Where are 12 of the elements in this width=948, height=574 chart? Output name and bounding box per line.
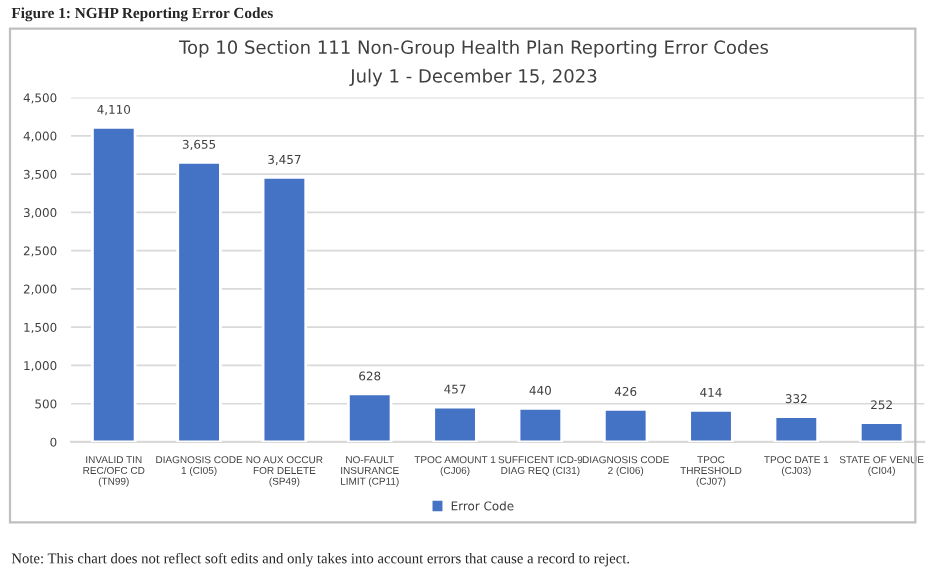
bar <box>91 126 137 442</box>
chart-title: Top 10 Section 111 Non-Group Health Plan Reporting Error Codes <box>179 40 769 58</box>
bar <box>176 160 222 442</box>
bar <box>432 405 478 442</box>
bar <box>347 392 393 442</box>
bar <box>688 408 734 442</box>
bar <box>858 421 905 442</box>
bar <box>773 415 820 442</box>
bar <box>517 406 564 442</box>
bar <box>602 407 649 442</box>
bar <box>261 176 308 442</box>
chart-subtitle: July 1 - December 15, 2023 <box>349 68 597 87</box>
